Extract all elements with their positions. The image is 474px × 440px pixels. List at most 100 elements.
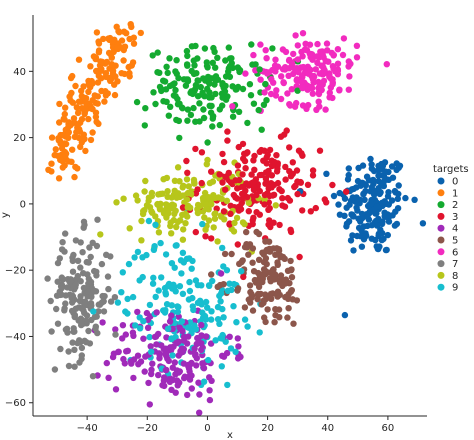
legend-label-8: 8 xyxy=(452,271,458,282)
legend-label-2: 2 xyxy=(452,200,458,211)
point-class-1 xyxy=(57,140,64,147)
point-class-7 xyxy=(53,305,60,313)
point-class-1 xyxy=(48,160,55,167)
point-class-7 xyxy=(105,285,112,293)
point-class-8 xyxy=(168,194,175,201)
point-class-4 xyxy=(176,324,183,331)
point-class-6 xyxy=(272,68,279,75)
point-class-9 xyxy=(218,290,225,297)
point-class-8 xyxy=(179,192,187,199)
point-class-4 xyxy=(172,371,179,378)
point-class-4 xyxy=(219,352,226,359)
point-class-0 xyxy=(385,201,392,208)
point-class-1 xyxy=(52,146,59,153)
point-class-3 xyxy=(234,185,241,192)
point-class-7 xyxy=(77,278,84,285)
point-class-8 xyxy=(156,204,163,211)
point-class-3 xyxy=(239,171,246,178)
point-class-8 xyxy=(142,177,149,185)
point-class-4 xyxy=(130,356,138,363)
point-class-4 xyxy=(103,359,111,367)
point-class-5 xyxy=(267,278,274,285)
point-class-0 xyxy=(378,199,386,206)
point-class-0 xyxy=(365,177,373,184)
point-class-7 xyxy=(58,246,66,253)
point-class-6 xyxy=(299,53,306,60)
point-class-9 xyxy=(199,309,206,316)
point-class-5 xyxy=(249,307,257,314)
point-class-1 xyxy=(130,34,137,41)
point-class-5 xyxy=(260,299,267,306)
legend-marker-2 xyxy=(437,201,445,209)
point-class-2 xyxy=(201,45,209,52)
point-class-6 xyxy=(265,69,272,76)
point-class-1 xyxy=(78,116,86,123)
point-class-9 xyxy=(174,308,182,316)
point-class-9 xyxy=(188,265,195,272)
point-class-9 xyxy=(224,287,232,294)
point-class-7 xyxy=(69,257,77,265)
point-class-3 xyxy=(309,172,317,179)
point-class-0 xyxy=(371,187,378,195)
point-class-5 xyxy=(228,250,235,258)
point-class-7 xyxy=(83,339,90,346)
point-class-3 xyxy=(232,177,239,184)
point-class-1 xyxy=(75,98,83,105)
point-class-8 xyxy=(214,238,221,245)
point-class-0 xyxy=(375,245,382,253)
point-class-6 xyxy=(272,56,279,63)
point-class-5 xyxy=(221,250,229,258)
point-class-1 xyxy=(61,116,68,123)
x-tick-label: −20 xyxy=(137,423,158,434)
point-class-9 xyxy=(176,283,184,290)
legend-marker-8 xyxy=(437,271,445,279)
point-class-3 xyxy=(192,228,199,236)
point-class-5 xyxy=(281,255,288,262)
point-class-9 xyxy=(184,324,192,331)
point-class-3 xyxy=(266,146,274,154)
point-class-2 xyxy=(208,102,215,110)
point-class-9 xyxy=(186,287,194,295)
y-tick-label: 0 xyxy=(20,199,26,210)
point-class-6 xyxy=(315,98,322,105)
point-class-0 xyxy=(393,166,400,174)
point-class-2 xyxy=(196,118,203,125)
point-class-9 xyxy=(148,348,155,355)
point-class-1 xyxy=(113,23,120,30)
point-class-8 xyxy=(202,201,209,208)
point-class-9 xyxy=(150,246,158,253)
point-class-2 xyxy=(260,101,268,109)
point-class-5 xyxy=(273,245,280,252)
point-class-2 xyxy=(166,55,173,62)
point-class-1 xyxy=(65,158,73,165)
point-class-5 xyxy=(271,319,278,326)
point-class-5 xyxy=(289,296,296,303)
point-class-1 xyxy=(100,35,107,43)
point-class-9 xyxy=(178,270,185,277)
point-class-6 xyxy=(340,35,348,42)
point-class-4 xyxy=(162,366,170,374)
point-class-4 xyxy=(200,364,207,371)
point-class-3 xyxy=(225,169,232,177)
point-class-7 xyxy=(95,308,102,315)
point-class-5 xyxy=(248,291,255,298)
point-class-2 xyxy=(178,104,186,111)
point-class-3 xyxy=(274,165,281,172)
point-class-9 xyxy=(179,249,187,256)
point-class-5 xyxy=(243,244,251,251)
point-class-3 xyxy=(208,168,215,175)
point-class-1 xyxy=(61,104,69,111)
point-class-2 xyxy=(228,55,235,62)
point-class-2 xyxy=(258,126,265,133)
point-class-9 xyxy=(161,309,169,316)
point-class-3 xyxy=(256,211,263,218)
point-class-4 xyxy=(186,368,193,375)
point-class-9 xyxy=(185,296,193,303)
point-class-3 xyxy=(268,172,276,179)
point-class-7 xyxy=(87,253,94,261)
point-class-0 xyxy=(411,196,418,203)
point-class-1 xyxy=(71,133,79,141)
point-class-1 xyxy=(73,104,81,111)
point-class-9 xyxy=(118,289,125,296)
point-class-6 xyxy=(282,48,290,56)
